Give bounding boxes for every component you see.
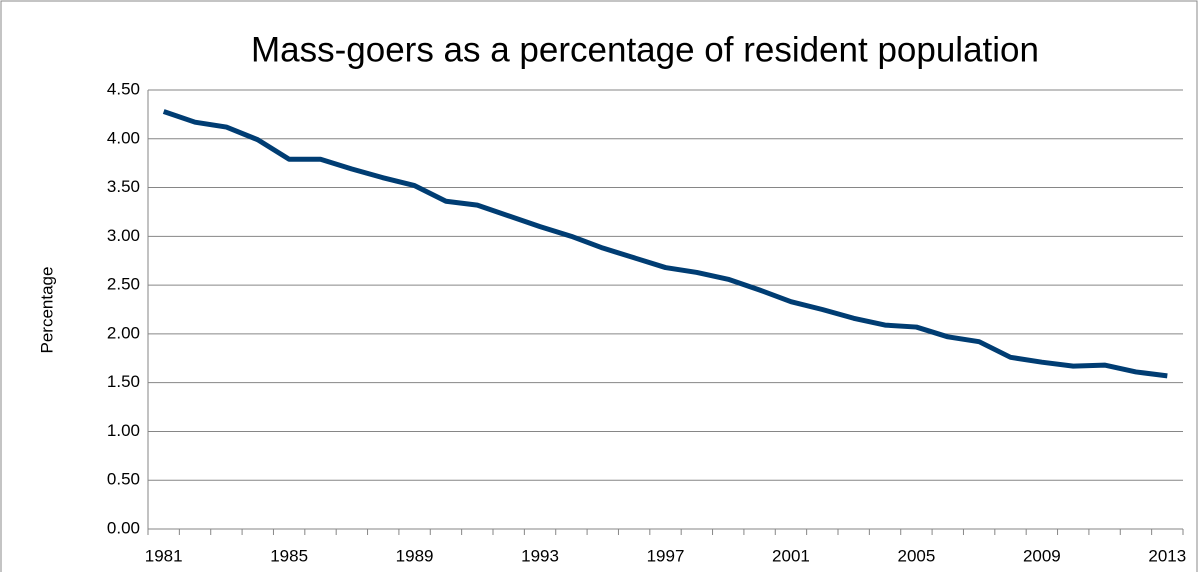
y-tick-label: 0.00 — [107, 518, 140, 537]
x-tick-label: 2013 — [1148, 546, 1186, 565]
y-tick-label: 3.50 — [107, 177, 140, 196]
y-tick-label: 4.50 — [107, 79, 140, 98]
data-line — [162, 109, 1168, 379]
x-tick-label: 2009 — [1023, 546, 1061, 565]
y-axis-label: Percentage — [37, 267, 56, 354]
x-tick-label: 1993 — [521, 546, 559, 565]
y-tick-label: 0.50 — [107, 470, 140, 489]
y-tick-label: 3.00 — [107, 226, 140, 245]
x-tick-label: 1985 — [270, 546, 308, 565]
x-tick-label: 1981 — [145, 546, 183, 565]
x-tick-label: 1997 — [647, 546, 685, 565]
x-tick-label: 2001 — [772, 546, 810, 565]
y-tick-label: 4.00 — [107, 128, 140, 147]
y-tick-label: 2.50 — [107, 275, 140, 294]
y-tick-label: 1.50 — [107, 372, 140, 391]
chart-title: Mass-goers as a percentage of resident p… — [251, 30, 1039, 69]
y-tick-label: 1.00 — [107, 421, 140, 440]
x-tick-label: 2005 — [897, 546, 935, 565]
y-tick-label: 2.00 — [107, 323, 140, 342]
x-tick-label: 1989 — [396, 546, 434, 565]
